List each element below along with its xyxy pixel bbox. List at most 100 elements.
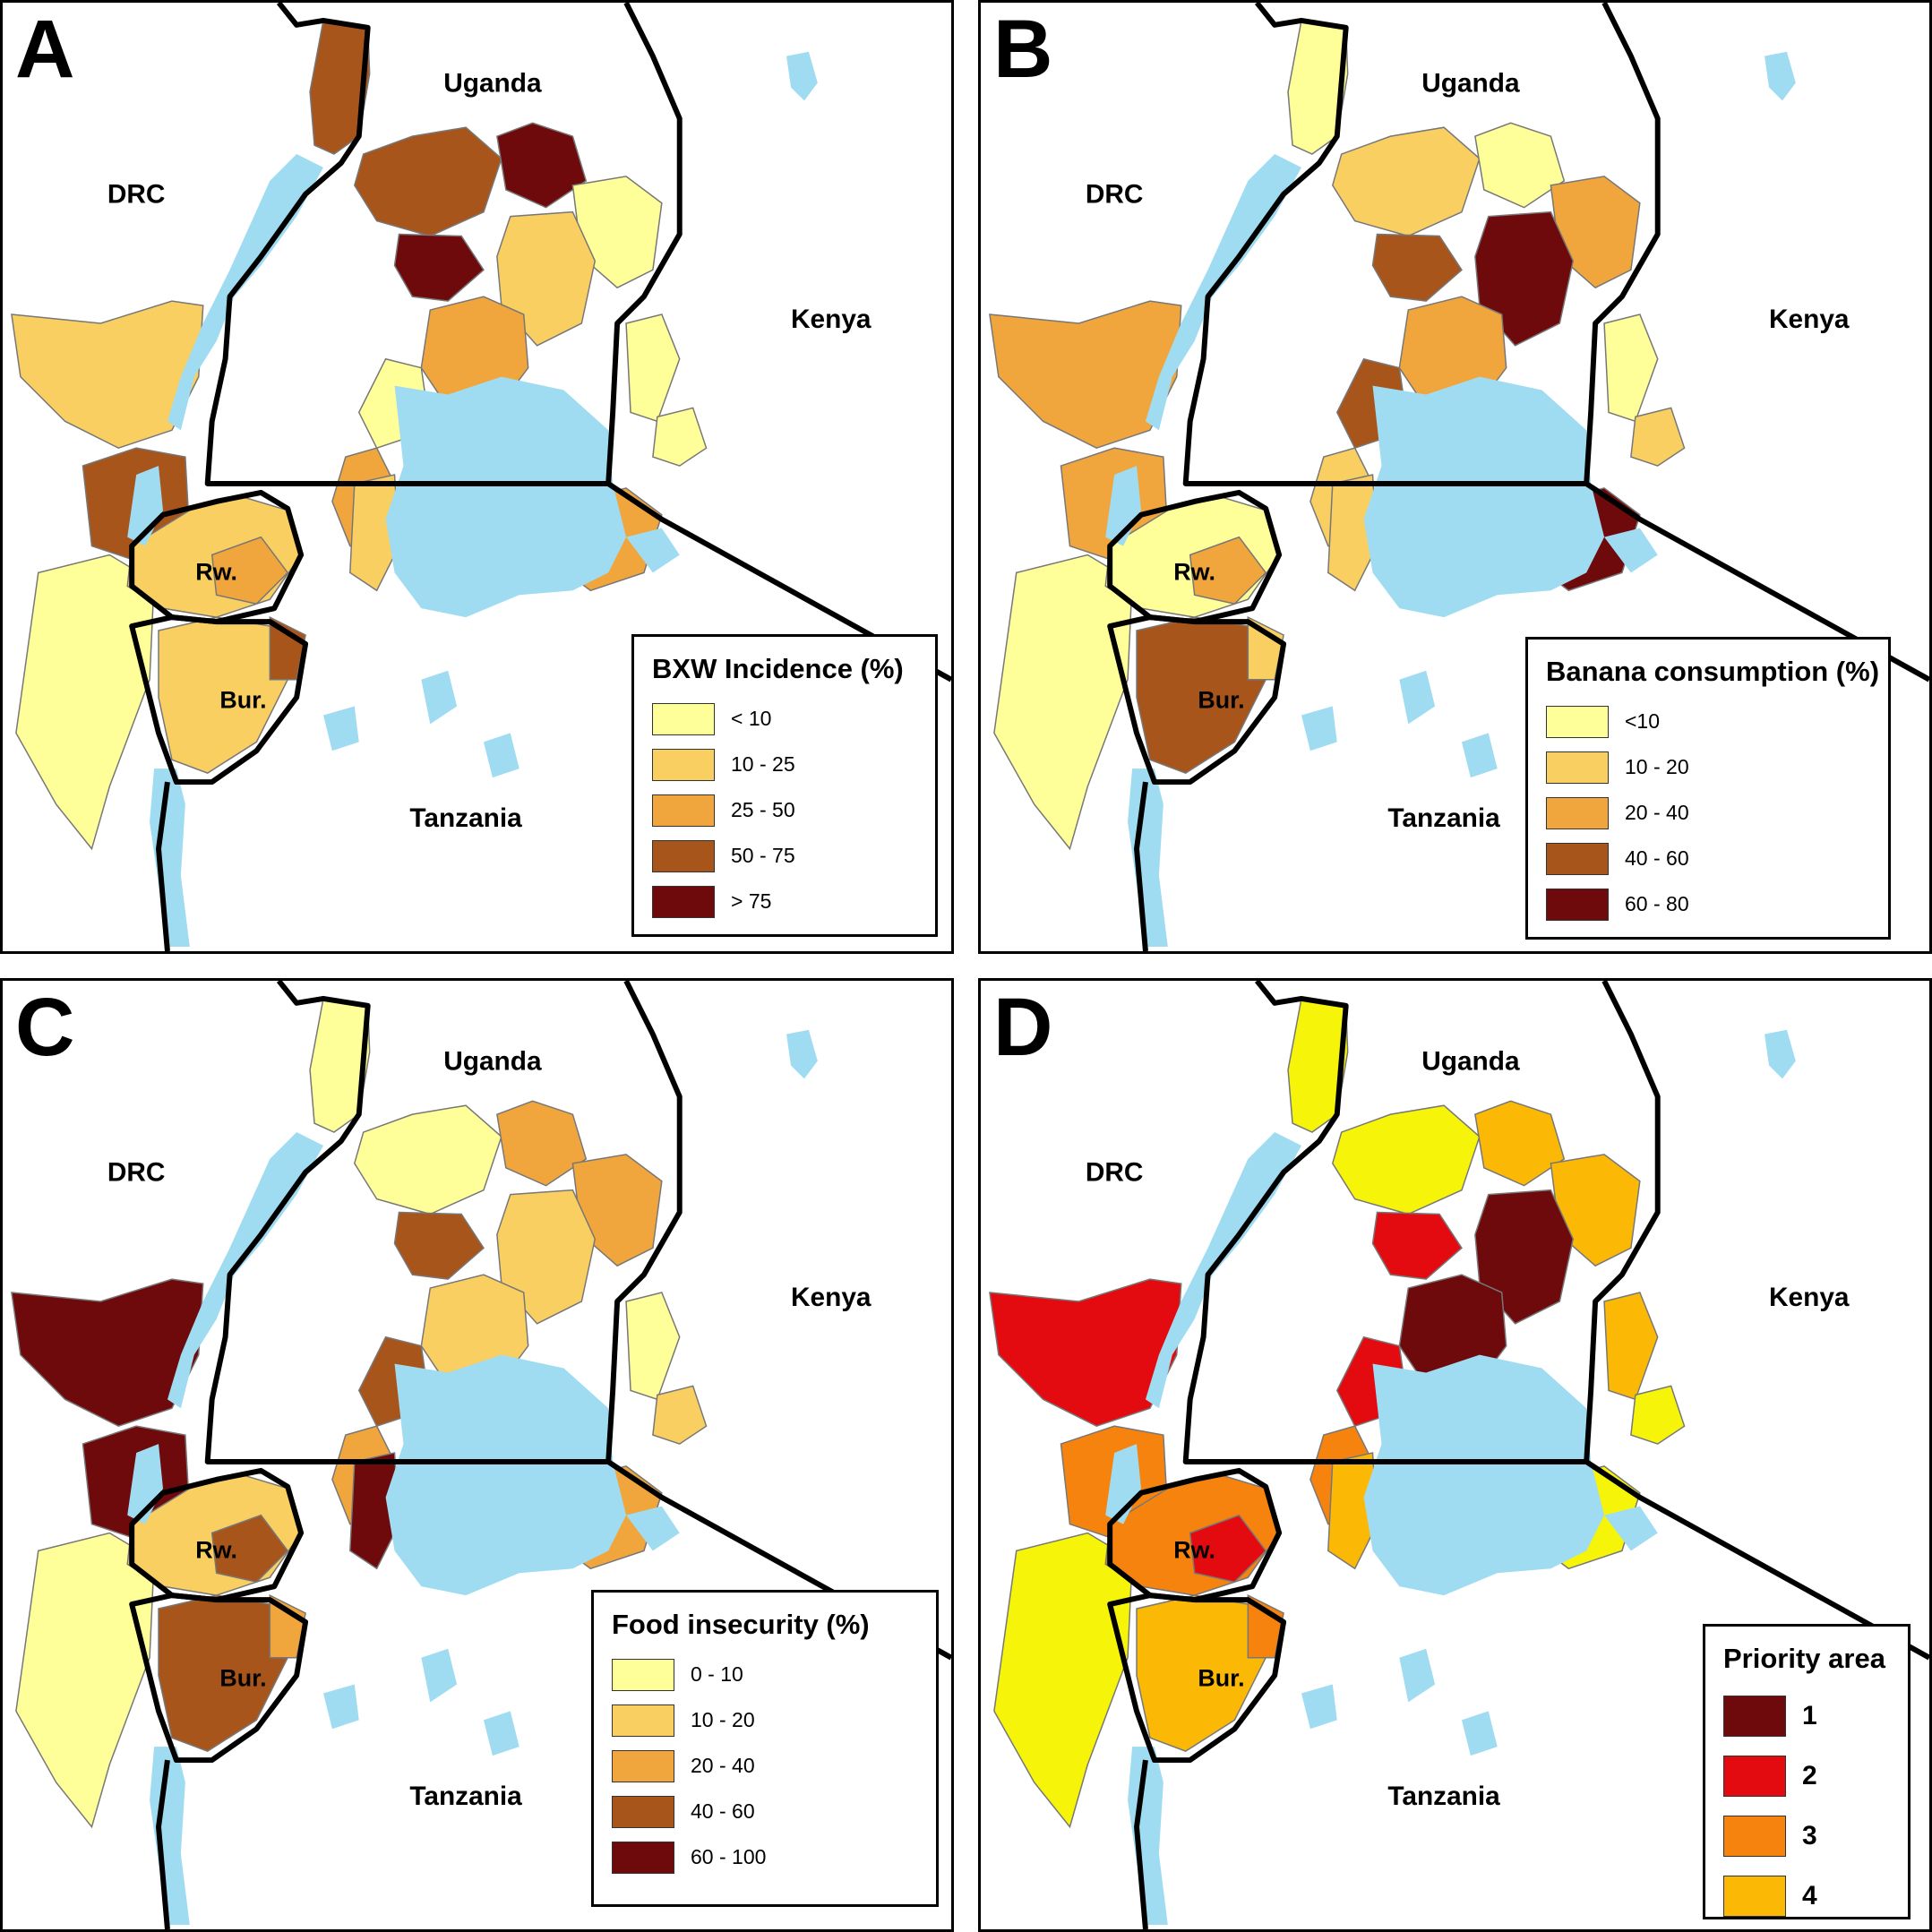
district-region [1630,1385,1686,1445]
country-label-kenya: Kenya [791,1283,872,1312]
country-label-tanzania: Tanzania [1387,803,1500,833]
legend-item: 4 [1723,1866,1890,1926]
district-region [496,210,597,347]
legend-label: 0 - 10 [691,1662,743,1686]
legend-item: < 10 [652,696,917,742]
water-body [483,1711,519,1756]
panel-letter: B [993,4,1053,95]
district-region [11,300,204,449]
water-body [786,51,818,101]
panel-letter: A [15,4,75,95]
legend-item: 40 - 60 [612,1789,918,1834]
country-label-drc: DRC [107,1158,166,1188]
water-body [1604,1506,1658,1551]
water-body [322,706,359,751]
district-region [1474,1100,1566,1187]
district-region [1474,210,1575,347]
legend-item: 3 [1723,1806,1890,1866]
country-label-rwanda: Rw. [1173,1536,1215,1563]
water-body [421,670,458,725]
map-canvas: Uganda DRC Kenya Rw. Bur. Tanzania [11,3,951,951]
legend-item: <10 [1546,699,1870,744]
water-body [1301,706,1337,751]
map-canvas: Uganda DRC Kenya Rw. Bur. Tanzania [989,3,1929,951]
district-region [210,1514,289,1584]
country-border [1107,614,1287,786]
panel-letter: D [993,982,1053,1073]
country-border [1584,481,1929,683]
country-label-drc: DRC [1086,1158,1144,1188]
country-border [129,614,309,786]
legend-label: 2 [1802,1760,1817,1790]
district-region [1331,1104,1481,1215]
country-border [1182,3,1661,486]
legend-label: 3 [1802,1820,1817,1850]
country-border [1107,1467,1283,1603]
district-region [1474,122,1566,209]
legend-label: 4 [1802,1880,1817,1911]
legend-label: 25 - 50 [731,798,795,821]
district-region [1189,1514,1267,1584]
legend-swatch [1546,888,1609,921]
country-border [1134,781,1148,951]
legend-item: 2 [1723,1746,1890,1806]
country-border [156,781,170,951]
country-label-uganda: Uganda [443,68,542,98]
district-region [1189,536,1267,605]
country-label-tanzania: Tanzania [409,1782,522,1811]
legend-item: 50 - 75 [652,833,917,879]
district-region [1327,1452,1378,1570]
legend-swatch [1723,1695,1786,1737]
district-region [1603,313,1659,423]
legend-swatch [612,1749,674,1782]
district-region [11,1278,204,1427]
water-body [1765,1029,1796,1079]
water-body [1399,670,1436,725]
legend-label: 10 - 20 [691,1708,755,1731]
water-body [1128,1747,1168,1926]
water-body [1145,1132,1301,1409]
district-region [1474,1189,1575,1325]
water-body [626,1506,680,1551]
country-border [129,489,305,625]
country-border [606,481,951,683]
legend-swatch [652,702,715,735]
country-label-kenya: Kenya [1769,1283,1850,1312]
legend-title: BXW Incidence (%) [652,653,904,684]
water-body [1461,733,1498,778]
district-region [1247,1593,1284,1659]
water-body [1461,1711,1498,1756]
legend-swatch [1723,1815,1786,1857]
legend-label: 20 - 40 [691,1754,755,1777]
district-region [993,1532,1133,1829]
legend-label: 10 - 25 [731,752,795,776]
country-border [156,1759,170,1929]
map-legend: Food insecurity (%) 0 - 10 10 - 20 20 - 40 4… [591,1590,939,1907]
legend-swatch [1546,705,1609,738]
legend-item: 10 - 20 [1546,744,1870,790]
country-label-burundi: Bur. [1198,1665,1244,1692]
country-border [1584,1459,1929,1661]
country-label-burundi: Bur. [219,687,266,714]
water-body [421,1648,458,1703]
district-region [989,300,1182,449]
district-region [496,1189,597,1325]
lake-victoria [1363,376,1605,618]
legend-label: <10 [1625,709,1661,733]
country-label-tanzania: Tanzania [409,803,522,833]
district-region [625,313,681,423]
country-border [129,1593,309,1764]
water-body [626,528,680,573]
water-body [150,1747,190,1926]
country-label-kenya: Kenya [791,305,872,334]
legend-title: Priority area [1723,1643,1885,1674]
district-region [1603,1292,1659,1401]
country-border [1107,1593,1287,1764]
district-region [353,126,502,237]
district-region [269,615,306,681]
map-canvas: Uganda DRC Kenya Rw. Bur. Tanzania [989,981,1929,1929]
legend-item: 60 - 100 [612,1834,918,1880]
legend-item: 20 - 40 [1546,790,1870,836]
legend-label: 60 - 100 [691,1845,767,1868]
water-body [1301,1684,1337,1730]
